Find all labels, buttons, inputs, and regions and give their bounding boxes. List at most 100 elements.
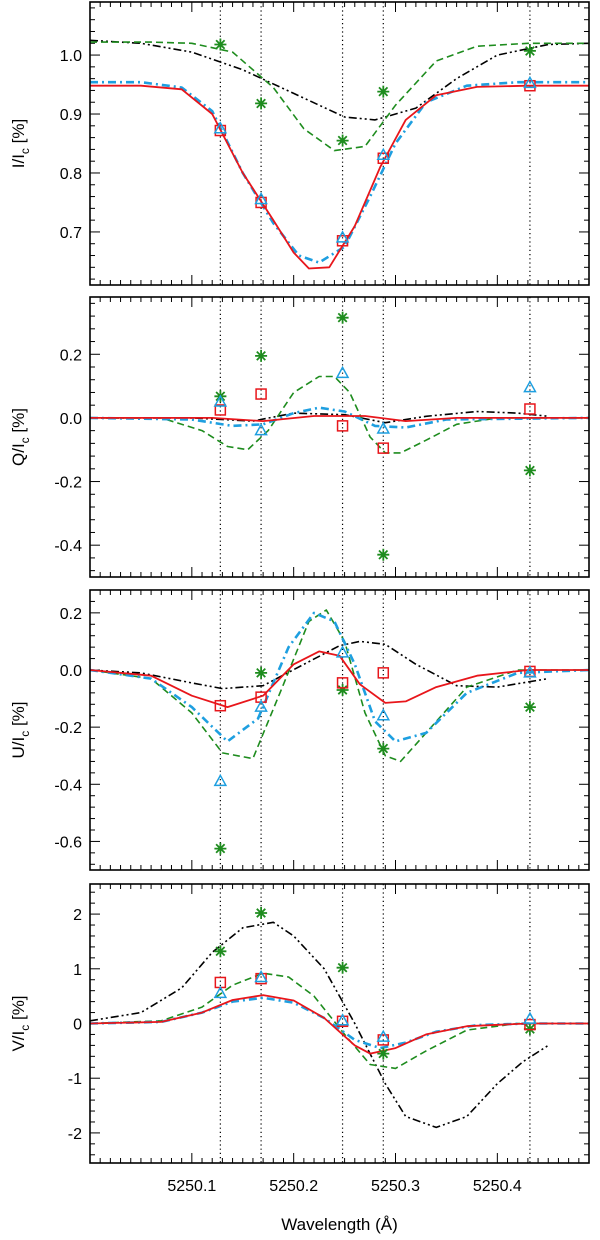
star-marker <box>336 311 349 324</box>
triangle-marker <box>523 665 537 678</box>
y-tick-label: 2 <box>73 907 82 924</box>
y-tick-label: 1.0 <box>60 48 82 65</box>
markers <box>213 38 537 247</box>
y-tick-label: -0.2 <box>54 475 82 492</box>
y-tick-label: 0 <box>73 1017 82 1034</box>
star-marker <box>255 666 268 679</box>
y-axis-label: I/Ic [%] <box>9 119 32 168</box>
y-label-tail: [%] <box>9 119 28 148</box>
y-axis-label: V/Ic [%] <box>9 995 32 1051</box>
y-label-sub: c <box>18 437 32 443</box>
star-marker <box>214 842 227 855</box>
triangle-marker <box>376 1029 391 1042</box>
triangle-marker <box>254 191 268 205</box>
series-black <box>90 410 549 424</box>
axes-frame <box>89 883 590 1164</box>
triangle-marker <box>523 1011 537 1024</box>
x-tick-label: 5250.3 <box>371 1178 420 1195</box>
square-marker <box>524 403 536 415</box>
y-label-tail: [%] <box>9 408 28 437</box>
star-marker <box>336 684 349 696</box>
y-tick-label: -0.4 <box>54 777 82 794</box>
y-label-main: V/I <box>9 1031 28 1052</box>
series-red <box>90 84 589 270</box>
x-axis-label: Wavelength (Å) <box>281 1215 398 1234</box>
series-black <box>90 640 549 690</box>
y-tick-label: 0.2 <box>60 347 82 364</box>
markers <box>213 645 537 855</box>
y-tick-label: -1 <box>68 1071 82 1088</box>
axes-frame <box>89 589 590 871</box>
curves <box>90 39 589 270</box>
curves <box>90 609 589 763</box>
y-tick-label: -0.2 <box>54 720 82 737</box>
triangle-marker <box>335 1013 350 1026</box>
triangle-marker <box>254 969 268 983</box>
series-green <box>90 609 589 763</box>
star-marker <box>255 349 268 362</box>
star-marker <box>336 134 349 147</box>
series-red <box>90 650 589 708</box>
triangle-marker <box>335 645 350 658</box>
y-label-sub: c <box>18 148 32 154</box>
y-label-tail: [%] <box>9 995 28 1024</box>
star-marker <box>523 44 536 57</box>
series-blue <box>90 406 589 429</box>
star-marker <box>377 548 390 561</box>
y-tick-label: 0.8 <box>60 166 82 183</box>
star-marker <box>255 97 268 110</box>
square-marker <box>255 972 267 985</box>
star-marker <box>214 38 227 51</box>
panel-U: -0.6 -0.4 -0.2 0.0 0.2 U/Ic [%] <box>9 589 590 871</box>
y-label-tail: [%] <box>9 701 28 730</box>
y-tick-label: -0.4 <box>54 538 82 555</box>
y-tick-label: 1 <box>73 962 82 979</box>
markers <box>213 907 537 1060</box>
triangle-marker <box>213 985 228 999</box>
triangle-marker <box>254 423 268 436</box>
series-green <box>90 972 589 1070</box>
triangle-marker <box>335 365 350 379</box>
series-green <box>90 375 589 454</box>
square-marker <box>255 388 267 400</box>
square-marker <box>214 699 227 712</box>
star-marker <box>255 907 268 919</box>
triangle-marker <box>523 75 537 89</box>
panel-Q: -0.4 -0.2 0.0 0.2 Q/Ic [%] <box>9 296 590 578</box>
triangle-marker <box>213 773 228 787</box>
y-label-main: U/I <box>9 737 28 759</box>
triangle-marker <box>376 147 391 161</box>
y-axis-label: U/Ic [%] <box>9 701 32 758</box>
markers <box>213 311 537 561</box>
series-blue <box>90 611 589 743</box>
star-marker <box>523 464 536 477</box>
y-tick-label: 0.2 <box>60 606 82 623</box>
axes-frame <box>89 296 590 578</box>
panel-I: 0.7 0.8 0.9 1.0 I/Ic [%] <box>9 1 590 286</box>
triangle-marker <box>213 121 228 134</box>
star-marker <box>377 1047 390 1060</box>
series-red <box>90 994 589 1055</box>
y-label-main: I/I <box>9 154 28 168</box>
series-blue <box>90 996 589 1050</box>
y-tick-label: -2 <box>68 1126 82 1143</box>
y-label-main: Q/I <box>9 443 28 466</box>
y-axis-label: Q/Ic [%] <box>9 408 32 466</box>
curves <box>90 375 589 454</box>
x-tick-label: 5250.4 <box>473 1178 522 1195</box>
triangle-marker <box>254 699 268 712</box>
square-marker <box>336 420 349 432</box>
star-marker <box>336 961 349 974</box>
triangle-marker <box>523 380 537 393</box>
y-tick-label: 0.0 <box>60 663 82 680</box>
y-tick-label: 0.0 <box>60 411 82 428</box>
x-tick-label: 5250.1 <box>167 1178 216 1195</box>
y-label-sub: c <box>18 731 32 737</box>
curves <box>90 921 589 1129</box>
y-tick-label: -0.6 <box>54 834 82 851</box>
triangle-marker <box>376 421 391 434</box>
series-black <box>90 39 589 121</box>
y-tick-label: 0.9 <box>60 107 82 124</box>
star-marker <box>377 742 390 755</box>
